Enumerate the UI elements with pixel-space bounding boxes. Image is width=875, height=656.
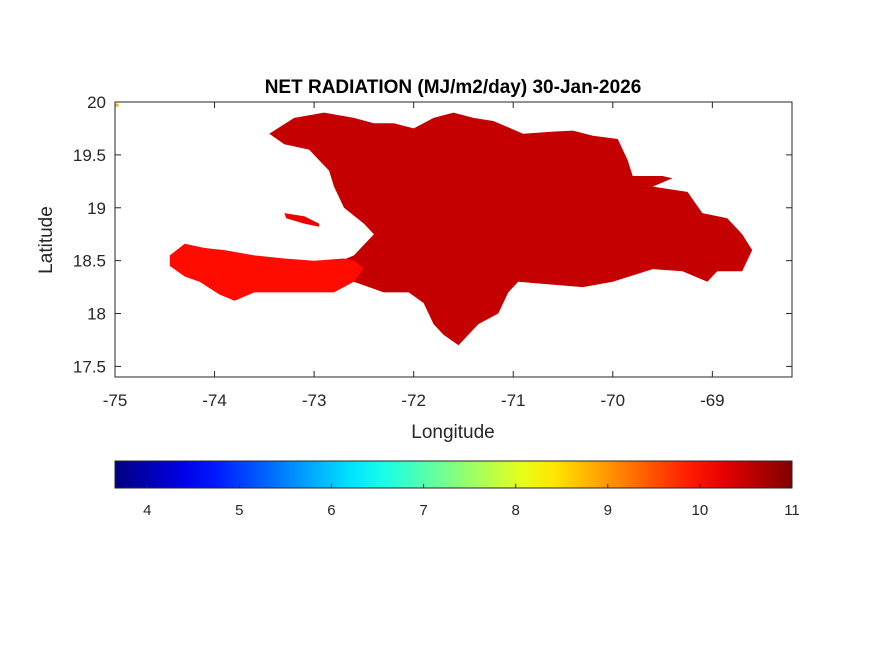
y-tick-label: 18.5 — [73, 252, 106, 271]
x-tick-label: -71 — [501, 391, 526, 410]
x-tick-label: -75 — [103, 391, 128, 410]
y-axis: 17.5 18 18.5 19 19.5 20 — [73, 93, 792, 376]
colorbar-tick-label: 5 — [235, 502, 243, 519]
region-hispaniola-main-body — [269, 112, 753, 346]
x-tick-label: -73 — [302, 391, 327, 410]
colorbar-tick-label: 6 — [327, 502, 335, 519]
region-layer — [169, 112, 753, 346]
y-tick-label: 19 — [87, 199, 106, 218]
y-tick-label: 20 — [87, 93, 106, 112]
x-tick-label: -69 — [700, 391, 725, 410]
point-layer — [115, 103, 119, 107]
x-axis: -75 -74 -73 -72 -71 -70 -69 — [103, 102, 725, 410]
region-ile-de-la-gonave — [284, 213, 320, 227]
chart-title: NET RADIATION (MJ/m2/day) 30-Jan-2026 — [265, 77, 642, 98]
y-tick-label: 19.5 — [73, 146, 106, 165]
x-tick-label: -70 — [601, 391, 626, 410]
colorbar: 4 5 6 7 8 9 10 11 — [114, 460, 800, 519]
y-tick-label: 17.5 — [73, 357, 106, 376]
y-tick-label: 18 — [87, 305, 106, 324]
colorbar-tick-label: 8 — [512, 502, 520, 519]
region-southern-peninsula — [169, 243, 364, 301]
y-axis-label: Latitude — [36, 206, 57, 274]
colorbar-tick-label: 4 — [143, 502, 151, 519]
axes-box — [114, 101, 793, 378]
colorbar-tick-label: 9 — [604, 502, 612, 519]
data-point-1 — [115, 103, 119, 107]
colorbar-tick-label: 10 — [692, 502, 709, 519]
map-layer — [115, 103, 753, 346]
colorbar-tick-label: 11 — [784, 502, 800, 519]
colorbar-ticks: 4 5 6 7 8 9 10 11 — [143, 484, 800, 519]
colorbar-bar — [114, 460, 793, 489]
x-axis-label: Longitude — [411, 422, 494, 443]
x-tick-label: -72 — [401, 391, 426, 410]
x-tick-label: -74 — [202, 391, 227, 410]
colorbar-tick-label: 7 — [419, 502, 427, 519]
